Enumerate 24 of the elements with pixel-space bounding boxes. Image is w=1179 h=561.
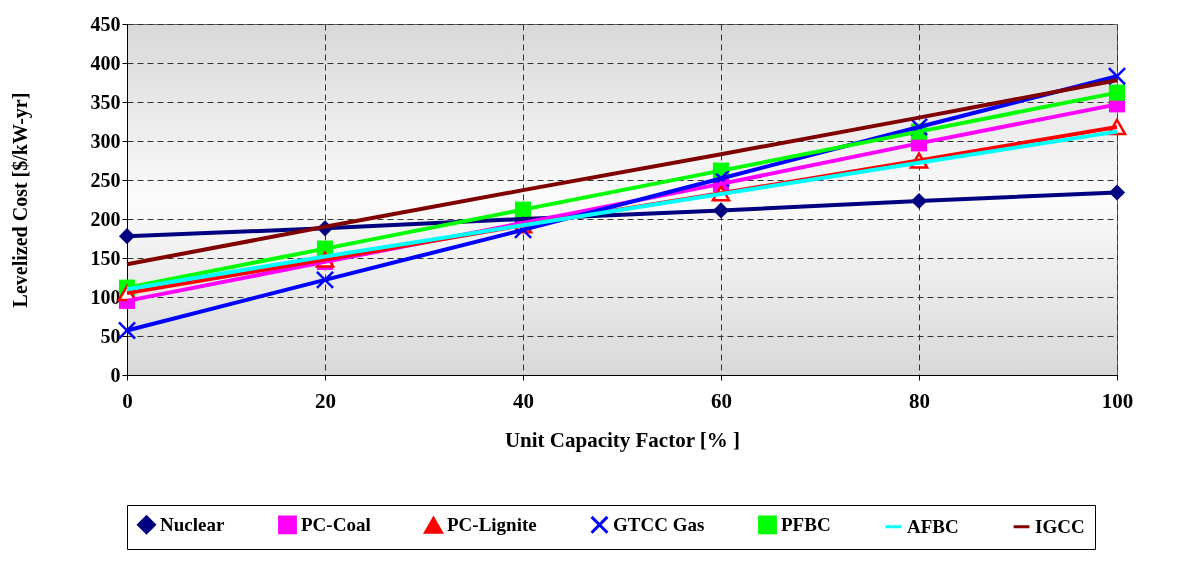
y-tick-label: 200 <box>90 207 121 230</box>
x-tick-label: 100 <box>1101 388 1134 413</box>
x-tick-label: 20 <box>315 388 336 413</box>
x-tick-label: 60 <box>711 388 732 413</box>
y-tick-label: 250 <box>90 168 121 191</box>
y-tick-label: 0 <box>110 363 121 386</box>
y-tick-label: 50 <box>100 324 121 347</box>
legend-label: IGCC <box>1035 515 1085 537</box>
y-tick-label: 450 <box>90 12 121 35</box>
legend-label: Nuclear <box>160 513 225 535</box>
x-axis-title: Unit Capacity Factor [% ] <box>504 427 741 452</box>
y-axis-title: Levelized Cost [$/kW-yr] <box>8 92 32 308</box>
y-tick-label: 400 <box>90 51 121 74</box>
legend-label: PC-Coal <box>301 513 371 535</box>
y-tick-label: 300 <box>90 129 121 152</box>
y-tick-label: 150 <box>90 246 121 269</box>
legend-label: AFBC <box>907 515 959 537</box>
legend-label: PFBC <box>781 513 831 535</box>
y-tick-label: 100 <box>90 285 121 308</box>
legend-label: PC-Lignite <box>447 514 537 536</box>
legend-label: GTCC Gas <box>613 513 705 535</box>
y-tick-label: 350 <box>90 90 121 113</box>
x-tick-label: 40 <box>513 388 534 413</box>
x-tick-label: 80 <box>909 388 930 413</box>
